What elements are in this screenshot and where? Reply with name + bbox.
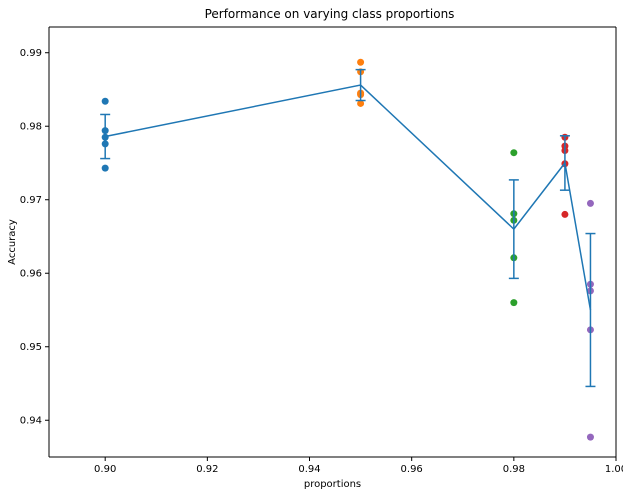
x-tick-label: 0.96 [401,464,423,475]
chart-title: Performance on varying class proportions [205,7,455,21]
scatter-point [101,164,109,172]
y-tick-label: 0.96 [20,269,42,280]
scatter-point [586,433,594,441]
x-tick-label: 0.92 [196,464,218,475]
scatter-point [561,210,569,218]
plot-area [49,27,616,457]
y-axis-label: Accuracy [7,219,18,265]
scatter-point [586,199,594,207]
scatter-point [510,149,518,157]
scatter-point [357,58,365,66]
x-tick-label: 0.98 [503,464,525,475]
y-tick-label: 0.98 [20,122,42,133]
x-tick-label: 0.94 [298,464,320,475]
y-axis-ticks: 0.94 0.95 0.96 0.97 0.98 0.99 [20,48,49,427]
y-tick-label: 0.95 [20,342,42,353]
plot-marks [100,58,596,441]
x-axis-ticks: 0.90 0.92 0.94 0.96 0.98 1.00 [94,457,623,475]
x-tick-label: 0.90 [94,464,116,475]
y-tick-label: 0.99 [20,48,42,59]
y-tick-label: 0.97 [20,195,42,206]
scatter-point [101,97,109,105]
y-tick-label: 0.94 [20,416,42,427]
scatter-point [357,99,365,107]
x-axis-label: proportions [304,479,361,490]
x-tick-label: 1.00 [605,464,623,475]
scatter-point [510,299,518,307]
